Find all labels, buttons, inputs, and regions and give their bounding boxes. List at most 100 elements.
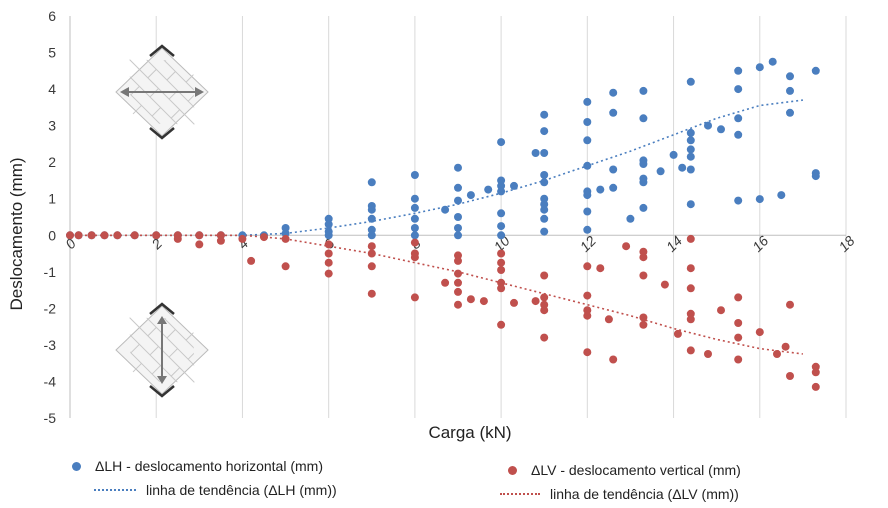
data-point-lh [686, 128, 695, 137]
data-point-lv [531, 297, 540, 306]
y-tick-label: 3 [48, 118, 56, 134]
y-tick-label: 1 [48, 191, 56, 207]
data-point-lh [768, 57, 777, 66]
data-point-lh [639, 203, 648, 212]
data-point-lv [734, 355, 743, 364]
data-point-lh [497, 181, 506, 190]
data-point-lv [734, 333, 743, 342]
trendlines [70, 99, 803, 355]
data-point-lh [367, 214, 376, 223]
data-point-lh [540, 227, 549, 236]
y-ticks: -5 -4 -3 -2 -1 0 1 2 3 4 5 6 [44, 8, 57, 426]
data-point-lh [583, 118, 592, 126]
data-point-lv [786, 372, 794, 380]
data-point-lv [367, 289, 376, 298]
data-point-lv [811, 362, 820, 371]
data-point-lv [367, 249, 376, 258]
data-point-lh [540, 200, 549, 209]
data-point-lv [410, 238, 419, 247]
data-point-lh [609, 183, 618, 192]
data-point-lv [510, 298, 518, 307]
legend-left: ΔLH - deslocamento horizontal (mm) linha… [72, 454, 337, 502]
data-point-lv [152, 231, 161, 240]
data-point-lv [497, 249, 506, 258]
data-point-lv [540, 333, 549, 342]
data-point-lh [639, 178, 648, 187]
data-point-lv [811, 368, 820, 377]
legend-item-lh-points: ΔLH - deslocamento horizontal (mm) [72, 454, 337, 478]
data-point-lv [609, 355, 618, 364]
data-point-lv [639, 247, 648, 256]
data-point-lv [639, 320, 648, 329]
data-points [66, 57, 820, 391]
data-point-lh [484, 185, 493, 194]
data-point-lv [540, 306, 549, 315]
data-point-lv [66, 231, 74, 240]
legend-right: ΔLV - deslocamento vertical (mm) linha d… [500, 458, 741, 506]
data-point-lh [410, 171, 419, 179]
data-point-lv [686, 346, 695, 355]
data-point-lv [717, 306, 725, 315]
data-point-lv [811, 382, 820, 391]
data-point-lv [281, 234, 290, 243]
data-point-lh [367, 205, 376, 214]
data-point-lh [466, 191, 475, 200]
data-point-lh [686, 145, 695, 154]
data-point-lv [639, 313, 648, 322]
y-axis-title: Deslocamento (mm) [7, 157, 26, 310]
legend-item-lv-points: ΔLV - deslocamento vertical (mm) [508, 458, 741, 482]
data-point-lh [410, 203, 419, 212]
x-axis-title: Carga (kN) [428, 423, 511, 442]
data-point-lh [583, 191, 592, 200]
data-point-lv [639, 253, 648, 262]
data-point-lh [410, 194, 419, 203]
data-point-lh [497, 187, 506, 196]
data-point-lv [466, 295, 475, 304]
data-point-lh [540, 194, 549, 203]
data-point-lv [497, 278, 506, 287]
data-point-lh [734, 85, 743, 94]
data-point-lh [410, 224, 419, 232]
data-point-lv [604, 315, 613, 324]
data-point-lv [583, 262, 592, 271]
data-point-lv [324, 249, 333, 258]
data-point-lv [704, 350, 712, 358]
legend-marker-lh [72, 461, 81, 471]
data-point-lv [773, 350, 781, 358]
data-point-lh [540, 214, 549, 223]
masonry-panel-horizontal-arrow-icon [102, 32, 222, 152]
data-point-lv [195, 240, 204, 249]
data-point-lh [454, 196, 462, 205]
data-point-lh [510, 181, 518, 190]
data-point-lv [247, 256, 256, 265]
data-point-lv [540, 271, 549, 280]
data-point-lv [686, 234, 695, 243]
data-point-lh [734, 114, 743, 123]
data-point-lh [583, 207, 592, 216]
data-point-lh [786, 108, 794, 117]
data-point-lv [324, 258, 333, 267]
data-point-lv [583, 306, 592, 315]
data-point-lh [583, 136, 592, 145]
data-point-lv [173, 234, 182, 243]
data-point-lv [583, 348, 592, 357]
data-point-lh [596, 185, 605, 194]
data-point-lv [367, 262, 376, 271]
masonry-panel-vertical-arrow-icon [102, 290, 222, 410]
y-tick-label: -1 [44, 264, 57, 280]
data-point-lv [454, 251, 462, 260]
legend-marker-lv-trend [500, 493, 540, 495]
data-point-lh [686, 136, 695, 145]
trendline-lh [70, 99, 803, 237]
data-point-lv [734, 293, 743, 302]
data-point-lv [673, 329, 682, 338]
data-point-lv [497, 258, 506, 267]
data-point-lv [74, 231, 83, 240]
data-point-lh [540, 127, 549, 136]
data-point-lv [216, 236, 225, 245]
data-point-lv [596, 264, 605, 273]
data-point-lh [540, 205, 549, 214]
legend-item-lv-trend: linha de tendência (ΔLV (mm)) [500, 482, 741, 506]
y-tick-label: -2 [44, 300, 57, 316]
data-point-lh [540, 178, 549, 187]
